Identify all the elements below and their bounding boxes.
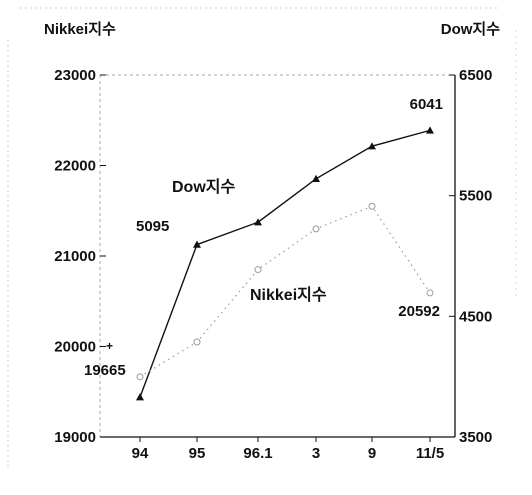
series-line-0 bbox=[139, 129, 431, 398]
data-label: 5095 bbox=[136, 218, 169, 235]
x-tick-label: 9 bbox=[368, 445, 376, 462]
right-axis-title: Dow지수 bbox=[441, 21, 500, 38]
left-tick-label: 21000 bbox=[54, 248, 96, 265]
series-point-0 bbox=[312, 174, 320, 182]
right-tick-label: 3500 bbox=[459, 429, 492, 446]
series-point-1 bbox=[368, 202, 376, 210]
series-point-0 bbox=[426, 126, 434, 134]
series-point-0 bbox=[368, 142, 376, 150]
series-name-label: Nikkei지수 bbox=[250, 286, 327, 304]
series-point-0 bbox=[136, 393, 144, 401]
chart-series bbox=[136, 126, 434, 401]
axis-plus-mark: + bbox=[106, 339, 113, 353]
left-tick-label: 23000 bbox=[54, 67, 96, 84]
right-tick-label: 6500 bbox=[459, 67, 492, 84]
series-point-0 bbox=[254, 218, 262, 226]
series-point-1 bbox=[254, 266, 262, 274]
chart-labels: Dow지수 Nikkei지수 5095 6041 19665 20592 + bbox=[84, 96, 443, 379]
left-tick-label: 20000 bbox=[54, 339, 96, 356]
data-label: 20592 bbox=[398, 303, 440, 320]
series-point-1 bbox=[426, 289, 434, 297]
series-point-1 bbox=[136, 373, 144, 381]
x-tick-label: 95 bbox=[189, 445, 206, 462]
left-tick-label: 22000 bbox=[54, 158, 96, 175]
right-tick-label: 4500 bbox=[459, 308, 492, 325]
left-tick-label: 19000 bbox=[54, 429, 96, 446]
data-label: 6041 bbox=[410, 96, 443, 113]
data-label: 19665 bbox=[84, 362, 126, 379]
series-line-1 bbox=[139, 205, 431, 378]
x-tick-label: 94 bbox=[132, 445, 149, 462]
series-name-label: Dow지수 bbox=[172, 178, 235, 196]
right-tick-label: 5500 bbox=[459, 188, 492, 205]
x-tick-label: 11/5 bbox=[416, 445, 444, 462]
chart-frame bbox=[7, 7, 517, 470]
series-point-1 bbox=[312, 225, 320, 233]
series-point-1 bbox=[193, 338, 201, 346]
left-axis-title: Nikkei지수 bbox=[44, 21, 116, 38]
x-tick-label: 96.1 bbox=[243, 445, 272, 462]
x-tick-label: 3 bbox=[312, 445, 320, 462]
series-point-0 bbox=[193, 240, 201, 248]
chart-axes: Nikkei지수 Dow지수190002000021000220002300035… bbox=[44, 21, 500, 462]
